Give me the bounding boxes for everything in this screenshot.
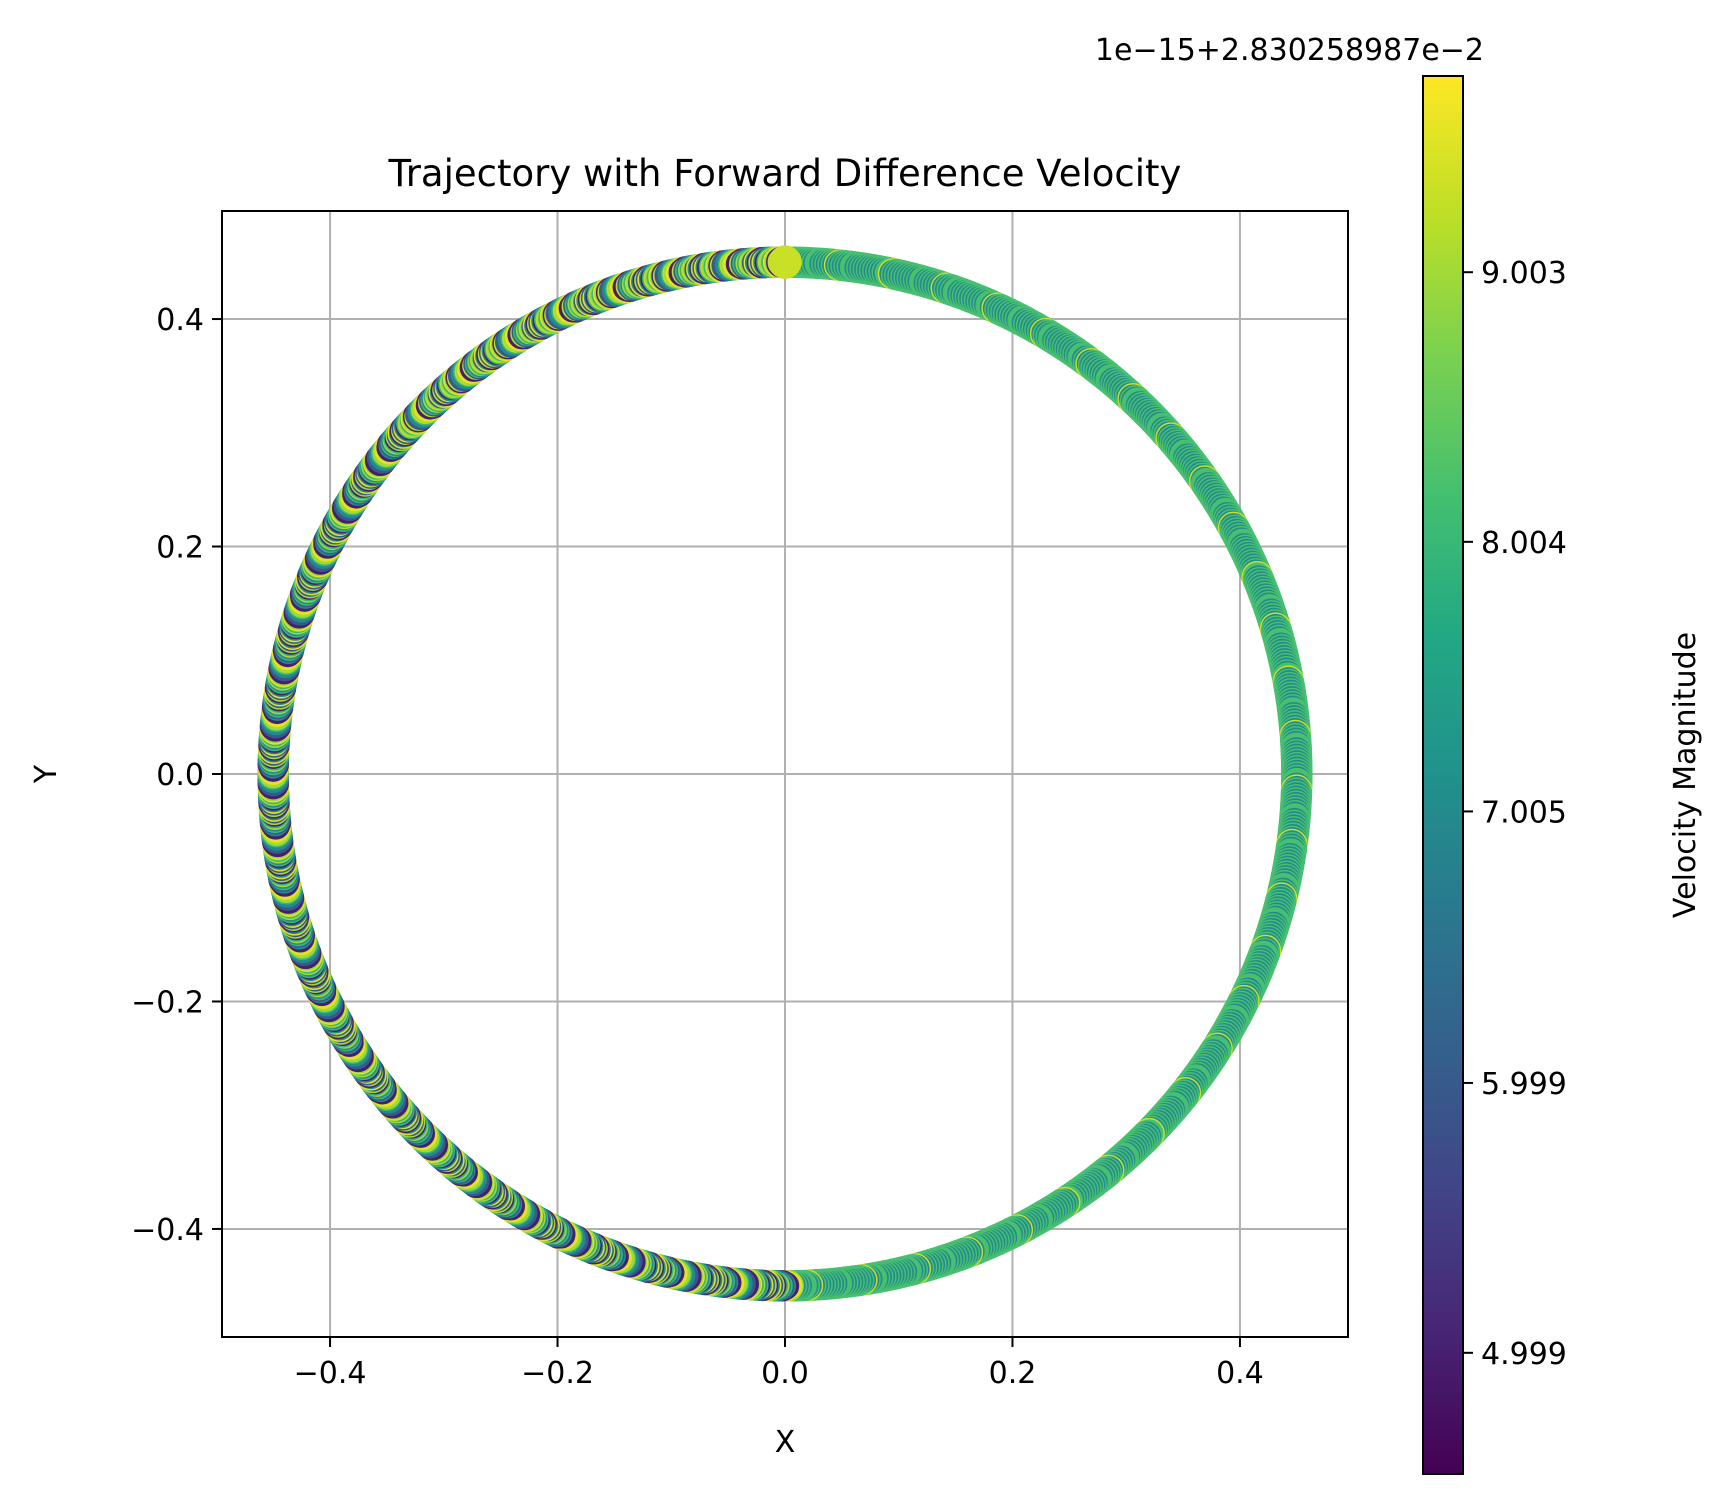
start-point	[768, 245, 802, 279]
x-tick-label: 0.0	[761, 1356, 809, 1391]
y-tick-label: 0.0	[156, 758, 204, 793]
x-tick-label: −0.2	[521, 1356, 594, 1391]
y-tick-label: −0.2	[131, 985, 204, 1020]
x-axis-label: X	[775, 1425, 796, 1460]
y-axis-ticks: −0.4 −0.2 0.0 0.2 0.4	[131, 303, 222, 1248]
x-tick-label: −0.4	[294, 1356, 367, 1391]
colorbar-tick-label: 7.005	[1481, 795, 1567, 830]
colorbar	[1422, 75, 1464, 1475]
y-axis-label: Y	[29, 764, 64, 784]
x-tick-label: 0.4	[1216, 1356, 1264, 1391]
colorbar-tick-label: 5.999	[1481, 1067, 1567, 1102]
colorbar-label: Velocity Magnitude	[1668, 632, 1703, 918]
colorbar-tick-label: 4.999	[1481, 1337, 1567, 1372]
x-tick-label: 0.2	[989, 1356, 1037, 1391]
colorbar-tick-label: 8.004	[1481, 526, 1567, 561]
chart-title: Trajectory with Forward Difference Veloc…	[388, 152, 1182, 195]
scatter-points	[257, 245, 1313, 1302]
colorbar-offset-text: 1e−15+2.830258987e−2	[1095, 33, 1484, 68]
y-tick-label: 0.2	[156, 531, 204, 566]
plot-frame	[221, 210, 1349, 1338]
y-tick-label: 0.4	[156, 303, 204, 338]
y-tick-label: −0.4	[131, 1213, 204, 1248]
grid	[222, 211, 1348, 1337]
x-axis-ticks: −0.4 −0.2 0.0 0.2 0.4	[294, 1337, 1264, 1391]
colorbar-tick-label: 9.003	[1481, 256, 1567, 291]
colorbar-ticks: 4.999 5.999 7.005 8.004 9.003	[1463, 256, 1567, 1372]
